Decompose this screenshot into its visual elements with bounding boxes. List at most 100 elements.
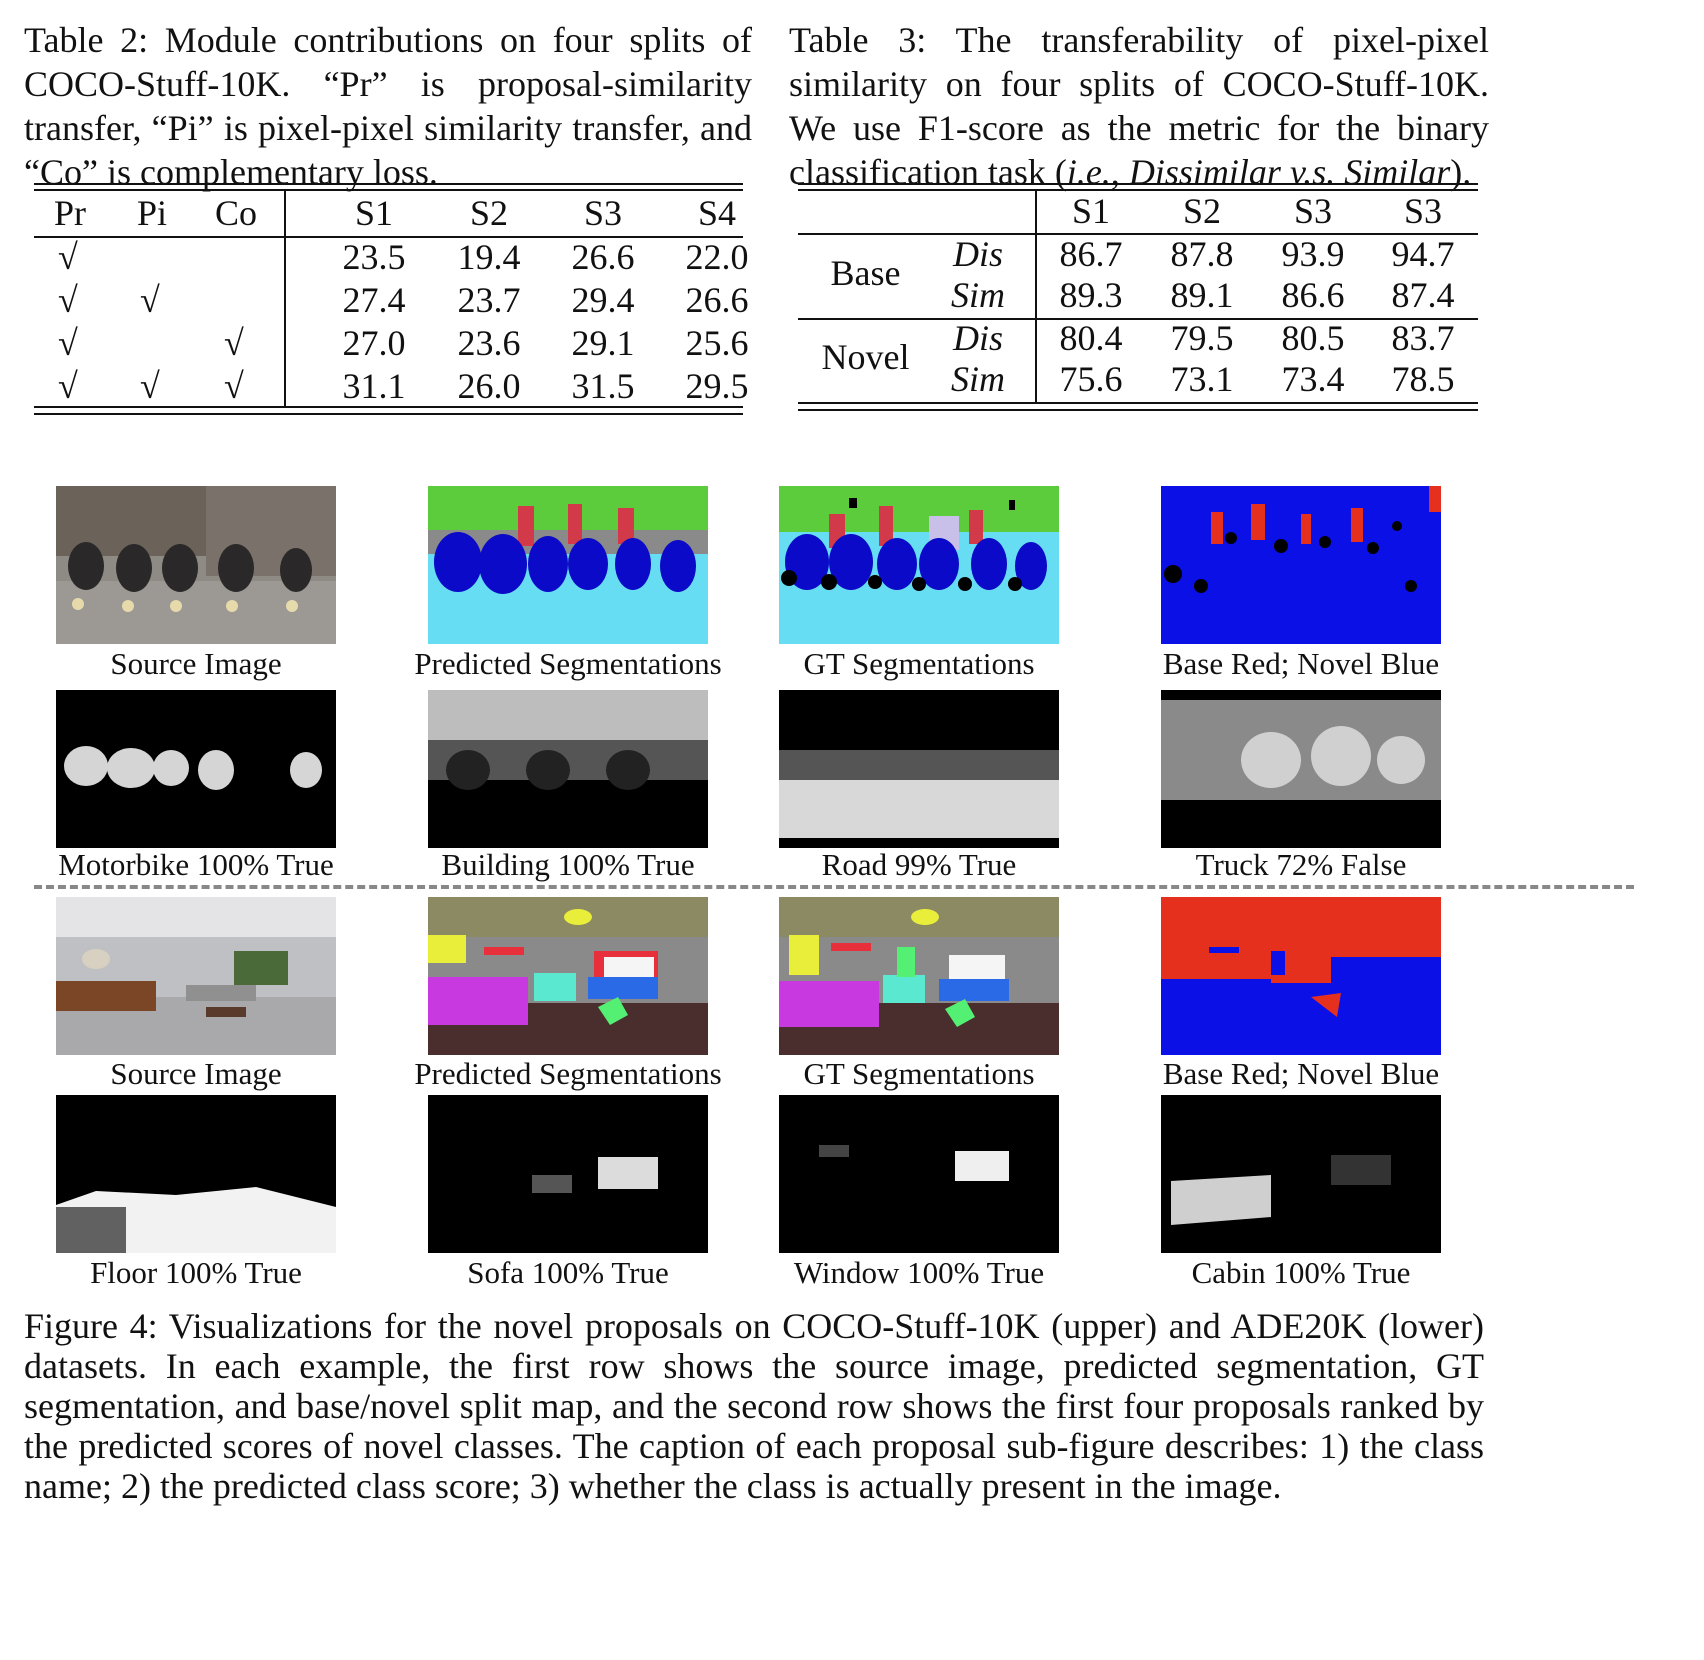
table3-group-rule bbox=[798, 318, 1478, 320]
table2-body: √ 23.5 19.4 26.6 22.0 √ √ 27.4 23.7 29.4… bbox=[34, 236, 749, 407]
table2-cell: 31.1 bbox=[342, 366, 406, 406]
table3-row-label: Sim bbox=[951, 275, 1005, 315]
subfig-caption: Floor 100% True bbox=[90, 1255, 302, 1290]
coco-proposal-building bbox=[428, 690, 708, 848]
table3-cell: 93.9 bbox=[1281, 234, 1345, 274]
table3-header-s3: S3 bbox=[1293, 191, 1333, 231]
table2-cell: 23.6 bbox=[457, 323, 521, 363]
table2-header-pr: Pr bbox=[54, 193, 87, 233]
subfig-caption: GT Segmentations bbox=[803, 646, 1035, 681]
table2-header-row: Pr Pi Co S1 S2 S3 S4 bbox=[34, 190, 743, 236]
table3-cell: 73.1 bbox=[1170, 359, 1234, 399]
table3-row-label: Sim bbox=[951, 359, 1005, 399]
table2-cell: 23.5 bbox=[342, 237, 406, 277]
table3-caption-dis-vs-sim: Dissimilar v.s. Similar bbox=[1128, 152, 1451, 192]
table2-cell: 27.0 bbox=[342, 323, 406, 363]
subfig-caption: Base Red; Novel Blue bbox=[1162, 1056, 1440, 1091]
coco-base-novel-map bbox=[1161, 486, 1441, 644]
ade-gt-segmentation bbox=[779, 897, 1059, 1055]
ade-base-novel-map bbox=[1161, 897, 1441, 1055]
subfig-caption: Window 100% True bbox=[793, 1255, 1045, 1290]
table2-header-pi: Pi bbox=[137, 193, 168, 233]
subfig-caption: Sofa 100% True bbox=[467, 1255, 669, 1290]
table3-header-rule bbox=[798, 233, 1478, 235]
table2-cell: 19.4 bbox=[457, 237, 521, 277]
subfig-caption: Motorbike 100% True bbox=[58, 847, 334, 882]
table3-cell: 86.6 bbox=[1281, 275, 1345, 315]
table3-cell: 80.5 bbox=[1281, 318, 1345, 358]
table3-vertical-rule bbox=[1035, 190, 1037, 402]
subfig-caption: Road 99% True bbox=[821, 847, 1017, 882]
table3-bottom-rule-2 bbox=[798, 409, 1478, 411]
check-icon: √ bbox=[140, 366, 160, 406]
table2-cell: 29.5 bbox=[685, 366, 749, 406]
table2-caption: Table 2: Module contributions on four sp… bbox=[24, 20, 752, 192]
subfig-caption: Predicted Segmentations bbox=[414, 1056, 722, 1091]
coco-proposal-truck bbox=[1161, 690, 1441, 848]
table3-cell: 80.4 bbox=[1059, 318, 1123, 358]
subfig-caption: Base Red; Novel Blue bbox=[1162, 646, 1440, 681]
table3-cell: 75.6 bbox=[1059, 359, 1123, 399]
table3-caption: Table 3: The transferability of pixel-pi… bbox=[789, 18, 1489, 194]
table3-cell: 89.3 bbox=[1059, 275, 1123, 315]
check-icon: √ bbox=[140, 280, 160, 320]
ade-proposal-sofa bbox=[428, 1095, 708, 1253]
ade-predicted-segmentation bbox=[428, 897, 708, 1055]
figure4-caption: Figure 4: Visualizations for the novel p… bbox=[24, 1306, 1484, 1506]
check-icon: √ bbox=[224, 323, 244, 363]
table2-cell: 25.6 bbox=[685, 323, 749, 363]
ade-proposal-cabin bbox=[1161, 1095, 1441, 1253]
table3-cell: 87.4 bbox=[1391, 275, 1455, 315]
subfig-caption: Source Image bbox=[110, 646, 282, 681]
coco-predicted-segmentation bbox=[428, 486, 708, 644]
table2-bottom-rule-1 bbox=[34, 406, 743, 408]
table3-header-s2: S2 bbox=[1182, 191, 1222, 231]
table2-cell: 31.5 bbox=[571, 366, 635, 406]
table2-row: √ √ √ 31.1 26.0 31.5 29.5 bbox=[34, 365, 749, 407]
table3-caption-tail: ). bbox=[1450, 152, 1472, 192]
ade-proposal-window bbox=[779, 1095, 1059, 1253]
table2-vertical-rule bbox=[284, 190, 286, 406]
subfig-caption: Cabin 100% True bbox=[1191, 1255, 1411, 1290]
table3-cell: 73.4 bbox=[1281, 359, 1345, 399]
table2-mid-rule bbox=[34, 236, 743, 238]
ade-proposal-floor bbox=[56, 1095, 336, 1253]
table3-top-rule-2 bbox=[798, 189, 1478, 191]
table2-top-rule-1 bbox=[34, 183, 743, 185]
table2-header-s1: S1 bbox=[354, 193, 394, 233]
table3-group-base: Base bbox=[830, 253, 901, 293]
subfig-caption: Source Image bbox=[110, 1056, 282, 1091]
table3-group-novel: Novel bbox=[821, 337, 910, 377]
table3-cell: 83.7 bbox=[1391, 318, 1455, 358]
table3-header-s3b: S3 bbox=[1403, 191, 1443, 231]
table2-cell: 26.6 bbox=[685, 280, 749, 320]
table2-cell: 29.4 bbox=[571, 280, 635, 320]
check-icon: √ bbox=[58, 280, 78, 320]
table3-caption-ie: i.e. bbox=[1066, 152, 1111, 192]
check-icon: √ bbox=[224, 366, 244, 406]
coco-proposal-road bbox=[779, 690, 1059, 848]
table3-caption-lead: Table 3: The transferability of pixel-pi… bbox=[789, 20, 1489, 192]
table3-cell: 86.7 bbox=[1059, 234, 1123, 274]
table3-header-s1: S1 bbox=[1071, 191, 1111, 231]
table2-row: √ √ 27.4 23.7 29.4 26.6 bbox=[34, 279, 749, 321]
section-divider bbox=[34, 885, 1634, 889]
check-icon: √ bbox=[58, 323, 78, 363]
table2-header-s4: S4 bbox=[697, 193, 737, 233]
table2-cell: 23.7 bbox=[457, 280, 521, 320]
table3-bottom-rule-1 bbox=[798, 402, 1478, 404]
table2-header-co: Co bbox=[215, 193, 258, 233]
table3-caption-comma: , bbox=[1110, 152, 1129, 192]
table2-header-s2: S2 bbox=[469, 193, 509, 233]
table3-row-label: Dis bbox=[952, 318, 1003, 358]
coco-source-image bbox=[56, 486, 336, 644]
table2-bottom-rule-2 bbox=[34, 413, 743, 415]
table2-cell: 27.4 bbox=[342, 280, 406, 320]
table3-cell: 79.5 bbox=[1170, 318, 1234, 358]
coco-proposal-motorbike bbox=[56, 690, 336, 848]
table3-cell: 87.8 bbox=[1170, 234, 1234, 274]
subfig-caption: Building 100% True bbox=[441, 847, 695, 882]
table2: Pr Pi Co S1 S2 S3 S4 √ 23.5 19.4 26.6 22… bbox=[34, 190, 749, 407]
table3-cell: 78.5 bbox=[1391, 359, 1455, 399]
subfig-caption: Predicted Segmentations bbox=[414, 646, 722, 681]
